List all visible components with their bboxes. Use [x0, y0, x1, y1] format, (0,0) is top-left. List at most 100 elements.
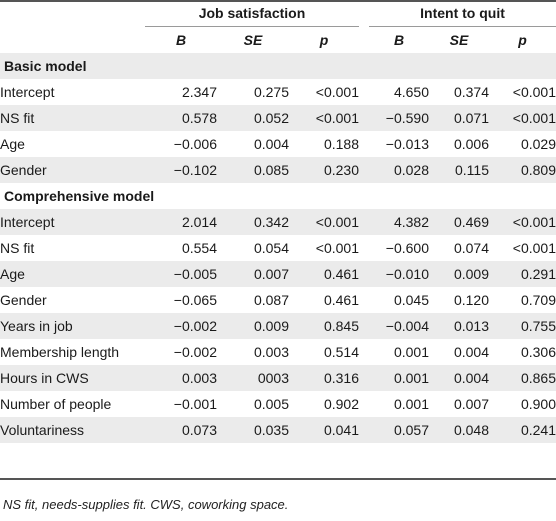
cell-value: 0.004 — [429, 365, 489, 391]
cell-value: 0.004 — [453, 344, 489, 360]
group-header-job-satisfaction: Job satisfaction — [145, 0, 359, 27]
cell-value: 0.188 — [323, 136, 359, 152]
regression-table: Job satisfaction Intent to quit B SE p B… — [0, 0, 556, 443]
cell-value: 0.009 — [429, 261, 489, 287]
cell-value: 0.006 — [453, 136, 489, 152]
table-row: NS fit 0.578 0.052 <0.001 −0.590 0.071 <0.001 — [0, 105, 556, 131]
group-header-row: Job satisfaction Intent to quit — [0, 0, 556, 27]
cell-value: 0.115 — [429, 157, 489, 183]
cell-value: 0.342 — [217, 209, 289, 235]
row-label: Years in job — [0, 313, 145, 339]
subheader-p-js: p — [319, 32, 329, 48]
cell-value: −0.002 — [173, 344, 217, 360]
table-row: Voluntariness 0.073 0.035 0.041 0.057 0.048 0.… — [0, 417, 556, 443]
row-label: Age — [0, 261, 145, 287]
cell-value: 0.013 — [429, 313, 489, 339]
cell-value: −0.006 — [173, 136, 217, 152]
cell-value: 0.001 — [393, 396, 429, 412]
cell-value: 0.009 — [217, 313, 289, 339]
row-label: Intercept — [0, 84, 55, 100]
cell-value: 0.003 — [253, 344, 289, 360]
cell-value: −0.005 — [145, 261, 217, 287]
cell-value: 0.241 — [489, 417, 556, 443]
table-row: Age −0.006 0.004 0.188 −0.013 0.006 0.029 — [0, 131, 556, 157]
table-row: NS fit 0.554 0.054 <0.001 −0.600 0.074 <0.001 — [0, 235, 556, 261]
row-label: Intercept — [0, 209, 145, 235]
cell-value: 0.045 — [393, 292, 429, 308]
cell-value: −0.102 — [145, 157, 217, 183]
section-title: Basic model — [0, 53, 556, 79]
cell-value: <0.001 — [315, 84, 359, 100]
row-label: Gender — [0, 157, 145, 183]
cell-value: 0.900 — [520, 396, 556, 412]
cell-value: −0.001 — [173, 396, 217, 412]
cell-value: −0.010 — [369, 261, 429, 287]
row-label: Hours in CWS — [0, 365, 145, 391]
table-row: Age −0.005 0.007 0.461 −0.010 0.009 0.291 — [0, 261, 556, 287]
row-label: Age — [0, 136, 25, 152]
cell-value: <0.001 — [289, 105, 359, 131]
cell-value: −0.065 — [173, 292, 217, 308]
cell-value: 0.007 — [453, 396, 489, 412]
cell-value: 4.650 — [393, 84, 429, 100]
cell-value: 0.709 — [520, 292, 556, 308]
table-row: Gender −0.102 0.085 0.230 0.028 0.115 0.809 — [0, 157, 556, 183]
cell-value: 2.014 — [145, 209, 217, 235]
subheader-se-iq: SE — [449, 32, 469, 48]
bottom-rule — [0, 478, 556, 480]
cell-value: −0.590 — [369, 105, 429, 131]
subheader-b-js: B — [175, 32, 187, 48]
row-label: NS fit — [0, 240, 35, 256]
cell-value: 0.004 — [253, 136, 289, 152]
cell-value: 0.230 — [289, 157, 359, 183]
cell-value: 0.902 — [323, 396, 359, 412]
table-row: Intercept 2.347 0.275 <0.001 4.650 0.374 <0.00… — [0, 79, 556, 105]
cell-value: 0.809 — [489, 157, 556, 183]
group-header-intent-to-quit: Intent to quit — [369, 0, 556, 27]
cell-value: 0.005 — [253, 396, 289, 412]
row-label: Gender — [0, 292, 47, 308]
cell-value: 0.306 — [520, 344, 556, 360]
cell-value: 4.382 — [369, 209, 429, 235]
cell-value: <0.001 — [489, 209, 556, 235]
cell-value: 0.461 — [323, 292, 359, 308]
cell-value: 0.865 — [489, 365, 556, 391]
subheader-row: B SE p B SE p — [0, 27, 556, 54]
cell-value: 0.074 — [453, 240, 489, 256]
section-title: Comprehensive model — [4, 188, 155, 204]
cell-value: 0.514 — [323, 344, 359, 360]
subheader-p-iq: p — [518, 32, 527, 48]
cell-value: 0.041 — [289, 417, 359, 443]
section-row: Basic model — [0, 53, 556, 79]
cell-value: 0.073 — [145, 417, 217, 443]
cell-value: <0.001 — [289, 209, 359, 235]
cell-value: 0.275 — [253, 84, 289, 100]
cell-value: 0.845 — [289, 313, 359, 339]
subheader-se-js: SE — [243, 32, 263, 48]
cell-value: 0.087 — [253, 292, 289, 308]
row-label: Membership length — [0, 344, 120, 360]
cell-value: 0.001 — [369, 365, 429, 391]
cell-value: 0003 — [217, 365, 289, 391]
cell-value: 0.054 — [253, 240, 289, 256]
row-label: NS fit — [0, 105, 145, 131]
cell-value: −0.013 — [385, 136, 429, 152]
table-row: Number of people −0.001 0.005 0.902 0.001 0.0… — [0, 391, 556, 417]
row-label: Number of people — [0, 396, 112, 412]
table-row: Intercept 2.014 0.342 <0.001 4.382 0.469 <0.00… — [0, 209, 556, 235]
cell-value: −0.600 — [385, 240, 429, 256]
cell-value: 0.578 — [145, 105, 217, 131]
cell-value: 0.469 — [429, 209, 489, 235]
section-row: Comprehensive model — [0, 183, 556, 209]
table-row: Years in job −0.002 0.009 0.845 −0.004 0.013 0… — [0, 313, 556, 339]
row-label: Voluntariness — [0, 417, 145, 443]
cell-value: 0.085 — [217, 157, 289, 183]
table-footnote: NS fit, needs-supplies fit. CWS, coworki… — [3, 497, 289, 512]
cell-value: <0.001 — [512, 84, 556, 100]
cell-value: −0.004 — [369, 313, 429, 339]
cell-value: 0.461 — [289, 261, 359, 287]
table-row: Hours in CWS 0.003 0003 0.316 0.001 0.004 0.86… — [0, 365, 556, 391]
cell-value: 0.291 — [489, 261, 556, 287]
cell-value: <0.001 — [315, 240, 359, 256]
